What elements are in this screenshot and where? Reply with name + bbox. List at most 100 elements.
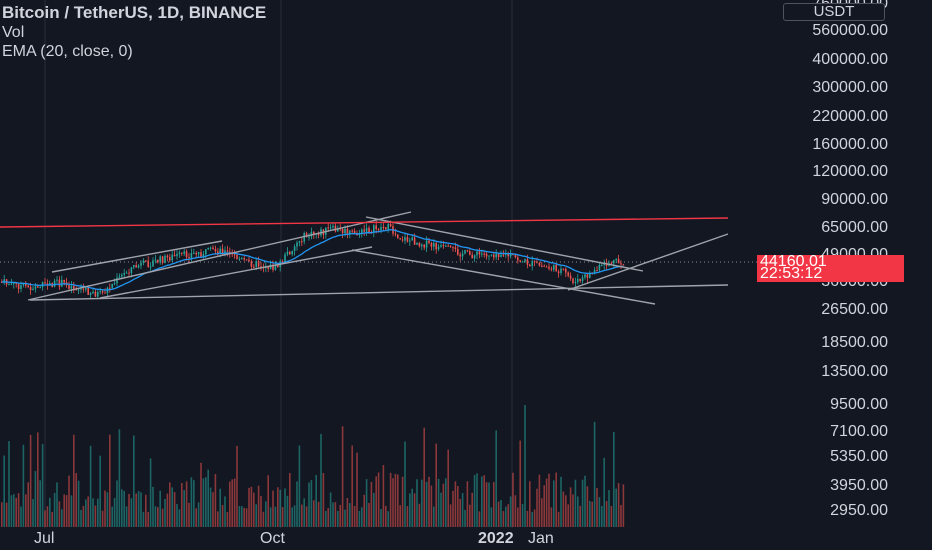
- candle-body: [385, 227, 387, 230]
- candle-body: [394, 233, 397, 235]
- volume-bar: [250, 486, 253, 527]
- volume-bar: [593, 421, 596, 527]
- candle-body: [493, 254, 495, 258]
- time-axis-tick: 2022: [478, 530, 514, 547]
- candle-body: [188, 257, 190, 259]
- candle-body: [272, 264, 274, 270]
- candle-body: [481, 253, 483, 255]
- candle-body: [353, 230, 356, 234]
- volume-bar: [149, 458, 152, 527]
- candle-body: [502, 254, 505, 256]
- volume-bar: [39, 480, 41, 527]
- volume-bar: [596, 488, 598, 527]
- candle-body: [341, 229, 344, 234]
- volume-bar: [466, 481, 469, 527]
- candle-body: [389, 224, 392, 227]
- candle-body: [601, 264, 603, 266]
- volume-bar: [392, 478, 394, 527]
- candle-body: [375, 225, 377, 230]
- candle-body: [610, 263, 613, 265]
- candle-body: [82, 288, 85, 290]
- candle-body: [296, 242, 298, 247]
- candle-body: [20, 285, 22, 289]
- volume-bar: [469, 504, 471, 527]
- volume-bar: [526, 510, 529, 527]
- volume-bar: [255, 504, 257, 527]
- volume-bar: [298, 445, 301, 527]
- volume-bar: [425, 481, 428, 527]
- volume-bar: [389, 472, 392, 527]
- candle-body: [123, 273, 125, 275]
- trend-line: [351, 249, 656, 305]
- candle-body: [236, 254, 238, 260]
- volume-bar: [584, 475, 586, 527]
- trend-line: [99, 246, 373, 299]
- volume-bar: [85, 499, 87, 527]
- volume-bar: [68, 475, 70, 527]
- currency-button[interactable]: USDT: [783, 3, 885, 21]
- volume-bar: [385, 505, 387, 527]
- candle-body: [293, 246, 296, 251]
- volume-bar: [190, 477, 193, 527]
- indicator-vol[interactable]: Vol: [2, 24, 25, 41]
- candle-body: [193, 252, 195, 254]
- candle-body: [87, 287, 89, 295]
- candle-body: [61, 279, 63, 287]
- volume-bar: [1, 502, 3, 527]
- volume-bar: [613, 431, 615, 527]
- price-axis-tick: 5350.00: [830, 448, 888, 465]
- volume-bar: [185, 481, 188, 527]
- volume-bar: [553, 480, 555, 527]
- volume-bar: [622, 484, 625, 527]
- candle-body: [303, 233, 305, 242]
- volume-bar: [128, 494, 130, 527]
- price-axis-tick: 120000.00: [812, 163, 888, 180]
- volume-bar: [368, 502, 370, 527]
- volume-bar: [464, 509, 466, 527]
- volume-bar: [413, 493, 416, 527]
- candle-body: [620, 263, 622, 265]
- candle-body: [485, 253, 488, 257]
- volume-bar: [562, 491, 565, 527]
- candle-body: [500, 254, 502, 257]
- candle-body: [334, 225, 337, 232]
- volume-bar: [454, 481, 457, 527]
- volume-bar: [377, 472, 380, 527]
- volume-bar: [245, 508, 248, 527]
- volume-bar: [521, 503, 524, 527]
- indicator-ema[interactable]: EMA (20, close, 0): [2, 43, 133, 60]
- volume-bar: [317, 501, 320, 527]
- candle-body: [416, 242, 418, 245]
- candle-body: [397, 234, 399, 239]
- symbol-title[interactable]: Bitcoin / TetherUS, 1D, BINANCE: [2, 3, 267, 22]
- candle-body: [149, 266, 152, 268]
- volume-bar: [236, 445, 238, 527]
- volume-bar: [481, 476, 483, 527]
- volume-bar: [567, 504, 569, 527]
- volume-bar: [123, 490, 125, 527]
- candle-body: [176, 253, 178, 257]
- volume-bar: [212, 492, 214, 527]
- volume-bar: [224, 496, 226, 527]
- candle-body: [406, 237, 409, 242]
- volume-bar: [329, 492, 332, 527]
- candle-body: [514, 255, 517, 258]
- candle-body: [214, 249, 217, 252]
- candle-body: [404, 237, 406, 241]
- volume-bar: [485, 482, 488, 527]
- volume-bar: [87, 496, 89, 527]
- volume-bar: [195, 508, 197, 527]
- volume-bar: [315, 475, 317, 527]
- candle-body: [351, 230, 353, 232]
- volume-bar: [29, 434, 32, 527]
- volume-bar: [457, 486, 459, 527]
- candle-body: [329, 227, 332, 229]
- candle-body: [435, 243, 437, 250]
- candle-body: [29, 286, 32, 291]
- price-axis-tick: 18500.00: [821, 334, 888, 351]
- candle-body: [615, 258, 617, 261]
- candle-body: [104, 292, 106, 294]
- candle-body: [425, 240, 428, 248]
